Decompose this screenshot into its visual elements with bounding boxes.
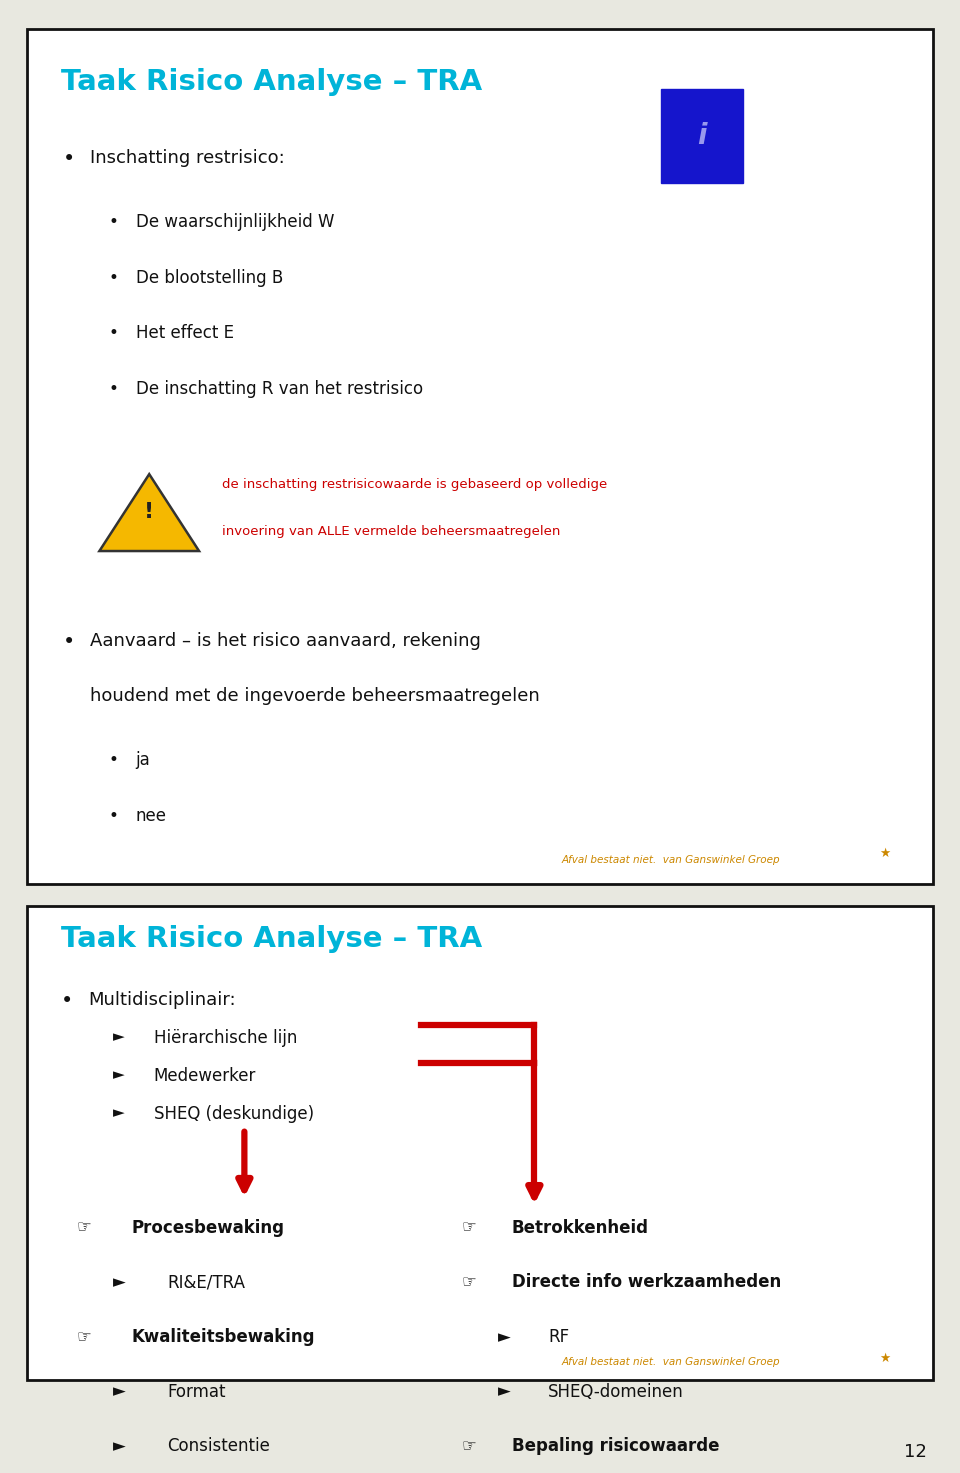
Text: Bepaling risicowaarde: Bepaling risicowaarde (512, 1438, 719, 1455)
Text: •: • (108, 380, 118, 398)
Text: •: • (63, 632, 76, 651)
Text: ►: ► (113, 1030, 125, 1044)
Text: ☞: ☞ (77, 1220, 91, 1237)
Text: Het effect E: Het effect E (135, 324, 233, 342)
Text: Afval bestaat niet.  van Ganswinkel Groep: Afval bestaat niet. van Ganswinkel Groep (562, 1357, 780, 1367)
Text: Format: Format (167, 1383, 226, 1401)
Text: Taak Risico Analyse – TRA: Taak Risico Analyse – TRA (61, 68, 483, 96)
Text: ☞: ☞ (462, 1438, 477, 1455)
Text: houdend met de ingevoerde beheersmaatregelen: houdend met de ingevoerde beheersmaatreg… (90, 688, 540, 706)
Text: •: • (61, 991, 74, 1012)
Text: de inschatting restrisicowaarde is gebaseerd op volledige: de inschatting restrisicowaarde is gebas… (222, 477, 607, 491)
Text: invoering van ALLE vermelde beheersmaatregelen: invoering van ALLE vermelde beheersmaatr… (222, 524, 560, 538)
Text: RF: RF (548, 1329, 569, 1346)
Text: De inschatting R van het restrisico: De inschatting R van het restrisico (135, 380, 422, 398)
Text: ☞: ☞ (462, 1220, 477, 1237)
Text: ►: ► (113, 1066, 125, 1083)
Text: •: • (108, 268, 118, 287)
Text: Aanvaard – is het risico aanvaard, rekening: Aanvaard – is het risico aanvaard, reken… (90, 632, 481, 650)
Text: Directe info werkzaamheden: Directe info werkzaamheden (512, 1274, 781, 1292)
Text: •: • (108, 214, 118, 231)
Text: ★: ★ (878, 1352, 890, 1365)
Text: ☞: ☞ (462, 1274, 477, 1292)
Text: Hiërarchische lijn: Hiërarchische lijn (154, 1030, 298, 1047)
FancyBboxPatch shape (27, 29, 933, 884)
Text: •: • (108, 324, 118, 342)
Text: Procesbewaking: Procesbewaking (132, 1220, 284, 1237)
Text: ►: ► (113, 1383, 126, 1401)
Text: Consistentie: Consistentie (167, 1438, 270, 1455)
Text: ►: ► (113, 1438, 126, 1455)
Text: ►: ► (113, 1105, 125, 1119)
Text: SHEQ (deskundige): SHEQ (deskundige) (154, 1105, 314, 1122)
FancyBboxPatch shape (661, 90, 743, 183)
Text: ja: ja (135, 751, 151, 769)
Text: Inschatting restrisico:: Inschatting restrisico: (90, 149, 285, 166)
Text: SHEQ-domeinen: SHEQ-domeinen (548, 1383, 684, 1401)
Text: i: i (697, 122, 707, 150)
Text: RI&E/TRA: RI&E/TRA (167, 1274, 246, 1292)
Text: Kwaliteitsbewaking: Kwaliteitsbewaking (132, 1329, 315, 1346)
Text: •: • (108, 807, 118, 825)
Polygon shape (100, 474, 199, 551)
Text: nee: nee (135, 807, 167, 825)
Text: 12: 12 (903, 1444, 926, 1461)
Text: De waarschijnlijkheid W: De waarschijnlijkheid W (135, 214, 334, 231)
Text: ►: ► (498, 1329, 511, 1346)
Text: •: • (63, 149, 76, 169)
FancyBboxPatch shape (27, 906, 933, 1380)
Text: !: ! (144, 502, 155, 521)
Text: Multidisciplinair:: Multidisciplinair: (88, 991, 236, 1009)
Text: ★: ★ (878, 847, 890, 860)
Text: ☞: ☞ (77, 1329, 91, 1346)
Text: De blootstelling B: De blootstelling B (135, 268, 283, 287)
Text: •: • (108, 751, 118, 769)
Text: Taak Risico Analyse – TRA: Taak Risico Analyse – TRA (61, 925, 483, 953)
Text: ►: ► (498, 1383, 511, 1401)
Text: Medewerker: Medewerker (154, 1066, 256, 1086)
Text: ►: ► (113, 1274, 126, 1292)
Text: Afval bestaat niet.  van Ganswinkel Groep: Afval bestaat niet. van Ganswinkel Groep (562, 854, 780, 865)
Text: Betrokkenheid: Betrokkenheid (512, 1220, 649, 1237)
